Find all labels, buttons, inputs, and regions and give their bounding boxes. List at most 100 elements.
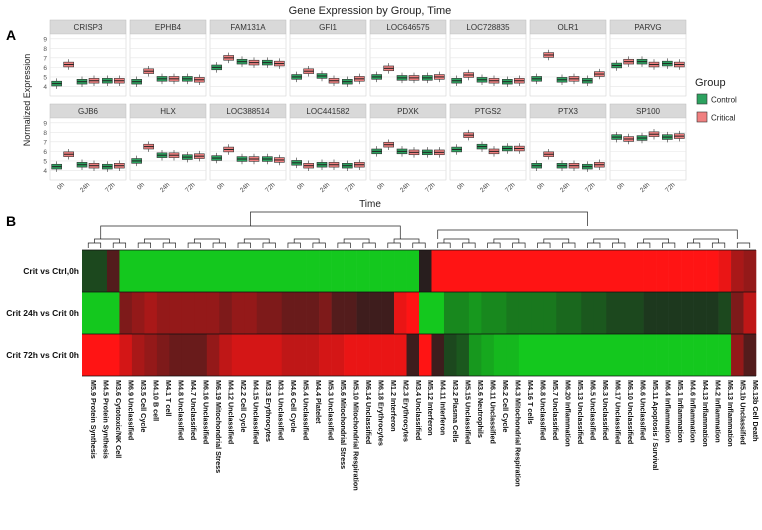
facet-panel: FAM131A bbox=[209, 19, 287, 97]
heatmap-column-label: M6.10 Unclassified bbox=[626, 380, 635, 444]
heatmap-column-label: M5.11 Apoptosis / Survival bbox=[651, 380, 660, 470]
facet-title: CRISP3 bbox=[74, 23, 103, 32]
heatmap-cell bbox=[568, 334, 582, 376]
heatmap-cell bbox=[456, 292, 470, 334]
x-tick-label: 0h bbox=[56, 181, 66, 191]
heatmap-cell bbox=[718, 292, 732, 334]
plot-area bbox=[609, 33, 687, 97]
heatmap-column-label: M6.16 Unclassified bbox=[202, 380, 211, 444]
dendrogram-leaf-branch bbox=[412, 242, 426, 248]
heatmap-column-label: M3.2 Plasma Cells bbox=[451, 380, 460, 442]
heatmap-cell bbox=[431, 250, 445, 292]
plot-area bbox=[609, 117, 687, 181]
heatmap-cell bbox=[443, 334, 457, 376]
x-tick-label: 24h bbox=[239, 181, 252, 194]
heatmap-cell bbox=[743, 334, 757, 376]
heatmap-cell bbox=[631, 292, 644, 334]
heatmap-cell bbox=[394, 334, 407, 376]
x-tick-label: 24h bbox=[79, 181, 92, 194]
heatmap-column-label: M6.9 Unclassified bbox=[127, 380, 136, 440]
dendrogram-cluster-right bbox=[437, 229, 738, 239]
facet-title: LOC441582 bbox=[306, 107, 350, 116]
heatmap-cell bbox=[106, 292, 120, 334]
heatmap-column-label: M6.2 Cell Cycle bbox=[501, 380, 510, 432]
heatmap-cell bbox=[581, 334, 595, 376]
heatmap-cell bbox=[643, 292, 657, 334]
heatmap-cell bbox=[294, 250, 307, 292]
heatmap-cell bbox=[381, 292, 395, 334]
heatmap-cell bbox=[331, 292, 345, 334]
heatmap-cell bbox=[431, 292, 445, 334]
heatmap-cell bbox=[406, 250, 420, 292]
y-tick-label: 4 bbox=[43, 168, 47, 175]
heatmap-cell bbox=[331, 334, 345, 376]
heatmap-cell bbox=[693, 334, 707, 376]
legend-title: Group bbox=[695, 77, 726, 89]
heatmap-column-label: M4.4 Platelet bbox=[314, 380, 323, 424]
heatmap-cell bbox=[381, 334, 395, 376]
heatmap-cell bbox=[443, 292, 457, 334]
heatmap-cell bbox=[706, 250, 719, 292]
heatmap-column-label: M6.11 Unclassified bbox=[489, 380, 498, 444]
heatmap-column-label: M4.6 Cell Cycle bbox=[289, 380, 298, 432]
heatmap-cell bbox=[643, 334, 657, 376]
facet-title: PTGS2 bbox=[475, 107, 502, 116]
y-tick-label: 5 bbox=[43, 74, 47, 81]
heatmap-cell bbox=[481, 334, 495, 376]
heatmap-cell bbox=[319, 250, 332, 292]
dendrogram-branch bbox=[144, 238, 170, 243]
plot-area bbox=[369, 117, 447, 181]
dendrogram-branch bbox=[293, 238, 320, 243]
heatmap-cell bbox=[506, 292, 520, 334]
heatmap-cell bbox=[156, 250, 170, 292]
dendrogram-branch bbox=[193, 238, 220, 243]
heatmap-cell bbox=[606, 250, 620, 292]
heatmap-column-label: M3.6 Cytotoxic/NK Cell bbox=[114, 380, 123, 458]
heatmap-cell bbox=[306, 250, 320, 292]
heatmap-cell bbox=[743, 292, 757, 334]
x-tick-label: 0h bbox=[456, 181, 466, 191]
heatmap-cell bbox=[181, 292, 195, 334]
heatmap-column-label: M2.2 Cell Cycle bbox=[239, 380, 248, 432]
heatmap-column-label: M5.3 Unclassified bbox=[326, 380, 335, 440]
heatmap-cell bbox=[456, 250, 470, 292]
heatmap-cell bbox=[568, 292, 582, 334]
y-tick-label: 7 bbox=[43, 139, 47, 146]
plot-area bbox=[209, 117, 287, 181]
heatmap-column-label: M6.3 Unclassified bbox=[601, 380, 610, 440]
heatmap-cell bbox=[693, 250, 707, 292]
heatmap-column-label: M6.19 Mitochondrial Stress bbox=[214, 380, 223, 473]
heatmap-cell bbox=[618, 334, 632, 376]
heatmap-row-labels: Crit vs Ctrl,0h Crit 24h vs Crit 0h Crit 7… bbox=[6, 266, 79, 360]
heatmap-cell bbox=[443, 250, 457, 292]
y-tick-label: 9 bbox=[43, 120, 47, 127]
heatmap-column-label: M6.17 Unclassified bbox=[613, 380, 622, 444]
heatmap-column-label: M4.6 Inflammation bbox=[688, 380, 697, 443]
heatmap-cell bbox=[156, 292, 170, 334]
heatmap-column-label: M5.15 Unclassified bbox=[464, 380, 473, 444]
facet-panel: PDXK 0h 24h 72h bbox=[369, 103, 447, 194]
heatmap-column-label: M6.20 Inflammation bbox=[564, 380, 573, 447]
heatmap-cell bbox=[106, 334, 120, 376]
heatmap-cell bbox=[194, 334, 208, 376]
heatmap-cell bbox=[718, 334, 732, 376]
heatmap-cell bbox=[681, 250, 694, 292]
heatmap-column-label: M3.6 Neutrophils bbox=[476, 380, 485, 438]
plot-area bbox=[49, 33, 127, 97]
x-tick-label: 24h bbox=[639, 181, 652, 194]
heatmap-cell bbox=[493, 292, 507, 334]
dendrogram-leaf-branch bbox=[711, 242, 726, 248]
heatmap-cell bbox=[369, 334, 382, 376]
heatmap-column-label: M5.1b Unclassified bbox=[738, 380, 747, 445]
facet-title: PARVG bbox=[634, 23, 661, 32]
heatmap-cell bbox=[518, 334, 532, 376]
panel-label-b: B bbox=[6, 213, 16, 229]
heatmap-cell bbox=[119, 292, 133, 334]
facet-panel: HLX 0h 24h 72h bbox=[129, 103, 207, 194]
x-tick-label: 72h bbox=[104, 181, 117, 194]
heatmap-column-label: M6.13 Inflammation bbox=[726, 380, 735, 447]
heatmap-column-labels: M5.9 Protein Synthesis M4.5 Protein Synth… bbox=[89, 380, 760, 491]
heatmap-column-label: M5.6 Mitochondrial Stress bbox=[339, 380, 348, 469]
heatmap-cell bbox=[294, 292, 307, 334]
dendrogram-branch bbox=[243, 238, 270, 243]
